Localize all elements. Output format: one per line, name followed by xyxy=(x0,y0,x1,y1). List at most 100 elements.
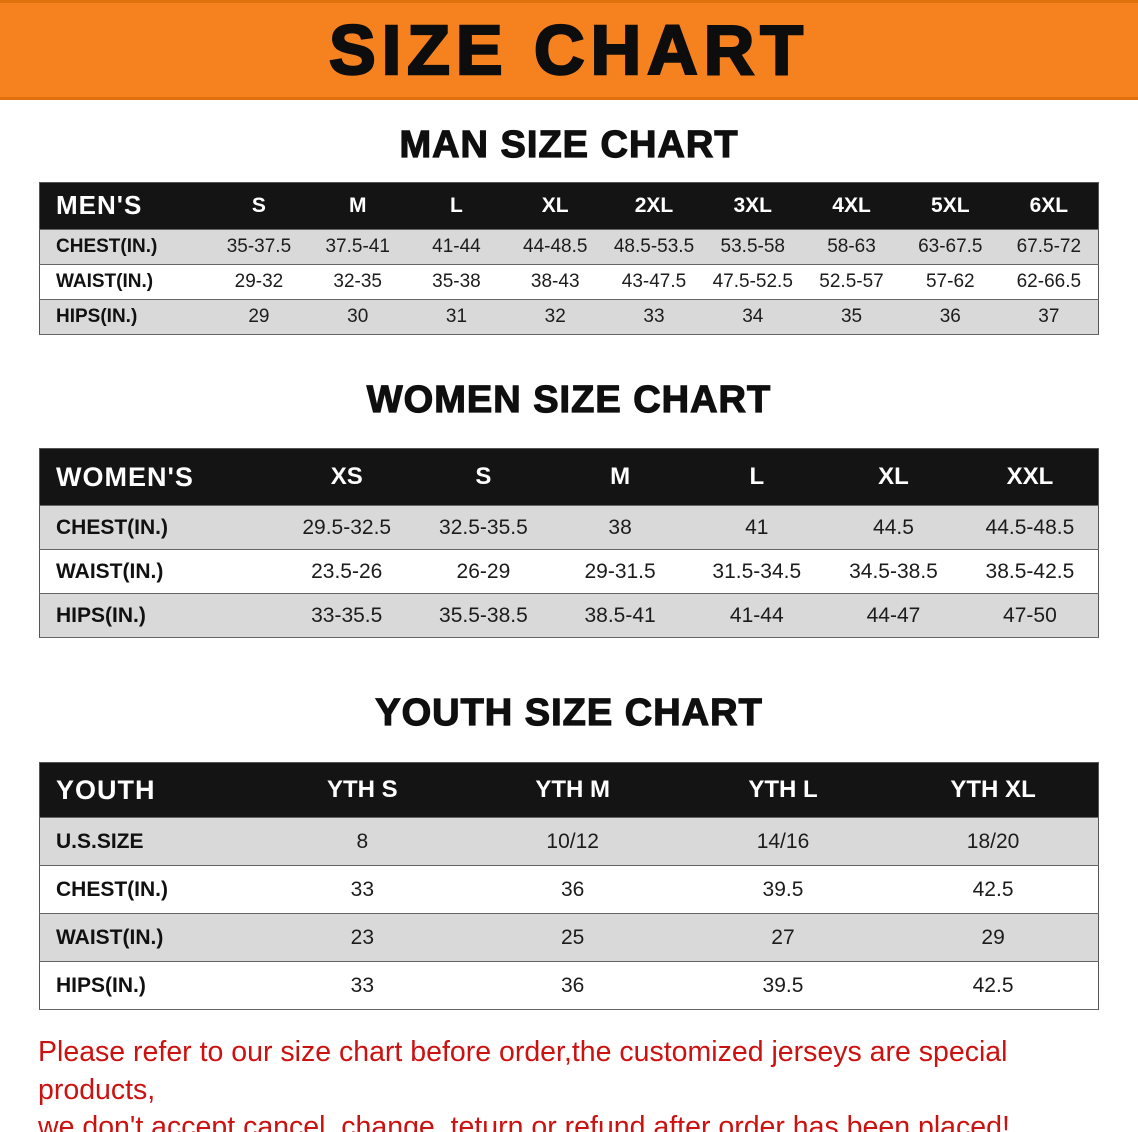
table-row: CHEST(IN.) 35-37.5 37.5-41 41-44 44-48.5 48.5… xyxy=(39,229,1099,265)
size-value-cell: 42.5 xyxy=(972,973,1014,997)
table-header-row: YOUTH YTH S YTH M YTH L YTH XL xyxy=(39,762,1099,818)
size-value-cell: 29-32 xyxy=(234,270,284,292)
size-value-cell: 23 xyxy=(350,925,375,949)
table-row: WAIST(IN.) 23.5-26 26-29 29-31.5 31.5-34.5 34… xyxy=(39,549,1099,594)
size-value-cell: 33 xyxy=(350,973,375,997)
size-value-cell: 47.5-52.5 xyxy=(712,270,793,292)
size-header-cell: YTH XL xyxy=(888,762,1099,818)
row-label: HIPS(IN.) xyxy=(56,603,146,627)
size-value-cell: 34 xyxy=(742,305,764,327)
size-value-cell: 37 xyxy=(1038,305,1060,327)
size-value-cell: 38 xyxy=(608,515,632,539)
women-section-heading: WOMEN SIZE CHART xyxy=(366,378,772,421)
size-value-cell: 44.5-48.5 xyxy=(985,515,1075,539)
row-label: CHEST(IN.) xyxy=(56,515,168,539)
size-header-cell: YTH L xyxy=(677,762,889,818)
size-header-cell: 3XL xyxy=(703,182,803,230)
size-header-cell: 6XL xyxy=(999,182,1099,230)
row-label: CHEST(IN.) xyxy=(56,235,158,257)
youth-size-table: YOUTH YTH S YTH M YTH L YTH XL U.S.SIZE 8 10/12… xyxy=(39,762,1099,1011)
youth-section-heading: YOUTH SIZE CHART xyxy=(375,692,763,735)
size-value-cell: 67.5-72 xyxy=(1016,235,1082,257)
size-value-cell: 18/20 xyxy=(966,829,1020,853)
banner: SIZE CHART xyxy=(0,0,1138,100)
size-value-cell: 35.5-38.5 xyxy=(439,603,528,627)
size-value-cell: 37.5-41 xyxy=(325,235,390,257)
size-value-cell: 44-48.5 xyxy=(523,235,588,257)
size-value-cell: 36 xyxy=(560,877,585,901)
size-value-cell: 63-67.5 xyxy=(918,235,983,257)
size-header-cell: L xyxy=(688,448,826,506)
size-value-cell: 10/12 xyxy=(546,829,599,853)
size-value-cell: 33 xyxy=(643,305,665,327)
size-header-cell: XL xyxy=(505,182,605,230)
size-value-cell: 41 xyxy=(745,515,769,539)
size-value-cell: 33-35.5 xyxy=(311,603,383,627)
size-value-cell: 29-31.5 xyxy=(584,559,656,583)
size-value-cell: 14/16 xyxy=(756,829,810,853)
size-header-cell: YTH S xyxy=(257,762,468,818)
size-value-cell: 42.5 xyxy=(972,877,1014,901)
table-row: HIPS(IN.) 33-35.5 35.5-38.5 38.5-41 41-44 44-… xyxy=(39,593,1099,638)
size-value-cell: 30 xyxy=(347,305,369,327)
size-value-cell: 44.5 xyxy=(873,515,914,539)
size-header-cell: XXL xyxy=(961,448,1099,506)
size-value-cell: 27 xyxy=(771,925,795,949)
size-value-cell: 32.5-35.5 xyxy=(439,515,528,539)
size-value-cell: 39.5 xyxy=(762,973,804,997)
size-value-cell: 36 xyxy=(560,973,585,997)
size-value-cell: 43-47.5 xyxy=(621,270,687,292)
size-value-cell: 31.5-34.5 xyxy=(712,559,802,583)
size-value-cell: 47-50 xyxy=(1003,603,1057,627)
size-value-cell: 29 xyxy=(248,305,270,327)
size-header-cell: M xyxy=(551,448,689,506)
size-value-cell: 35 xyxy=(840,305,863,327)
size-value-cell: 8 xyxy=(356,829,369,853)
size-header-cell: YTH M xyxy=(467,762,678,818)
men-size-table: MEN'S S M L XL 2XL 3XL 4XL 5XL 6XL CHEST(IN.) 35-37… xyxy=(39,181,1099,335)
page-title: SIZE CHART xyxy=(328,11,809,89)
size-header-cell: 4XL xyxy=(802,182,901,230)
table-title-cell: MEN'S xyxy=(39,182,210,230)
size-value-cell: 57-62 xyxy=(925,270,975,292)
table-row: CHEST(IN.) 33 36 39.5 42.5 xyxy=(39,865,1099,914)
row-label: WAIST(IN.) xyxy=(56,925,164,949)
size-value-cell: 25 xyxy=(560,925,585,949)
row-label: HIPS(IN.) xyxy=(56,305,138,327)
size-header-cell: XS xyxy=(278,448,416,506)
table-row: CHEST(IN.) 29.5-32.5 32.5-35.5 38 41 44.5 44.5… xyxy=(39,505,1099,550)
table-row: HIPS(IN.) 29 30 31 32 33 34 35 36 37 xyxy=(39,299,1099,335)
size-value-cell: 41-44 xyxy=(729,603,784,627)
size-header-cell: XL xyxy=(825,448,962,506)
size-value-cell: 53.5-58 xyxy=(720,235,785,257)
men-size-section: MAN SIZE CHART MEN'S S M L XL 2XL 3XL 4XL 5XL 6XL… xyxy=(0,100,1138,335)
size-value-cell: 35-37.5 xyxy=(226,235,292,257)
men-section-heading: MAN SIZE CHART xyxy=(399,123,739,166)
size-value-cell: 36 xyxy=(939,305,961,327)
size-value-cell: 26-29 xyxy=(456,559,511,583)
size-value-cell: 23.5-26 xyxy=(311,559,383,583)
row-label: WAIST(IN.) xyxy=(56,559,164,583)
size-value-cell: 62-66.5 xyxy=(1016,270,1082,292)
row-label: HIPS(IN.) xyxy=(56,973,146,997)
row-label: WAIST(IN.) xyxy=(56,270,154,292)
size-header-cell: 5XL xyxy=(900,182,1000,230)
size-value-cell: 48.5-53.5 xyxy=(613,235,695,257)
size-value-cell: 32-35 xyxy=(333,270,382,292)
size-value-cell: 29.5-32.5 xyxy=(302,515,392,539)
size-header-cell: M xyxy=(308,182,408,230)
size-value-cell: 34.5-38.5 xyxy=(849,559,938,583)
table-row: U.S.SIZE 8 10/12 14/16 18/20 xyxy=(39,817,1099,866)
size-header-cell: S xyxy=(415,448,552,506)
table-row: WAIST(IN.) 23 25 27 29 xyxy=(39,913,1099,962)
size-value-cell: 39.5 xyxy=(762,877,804,901)
size-header-cell: L xyxy=(407,182,506,230)
table-row: HIPS(IN.) 33 36 39.5 42.5 xyxy=(39,961,1099,1010)
table-row: WAIST(IN.) 29-32 32-35 35-38 38-43 43-47.5 47.… xyxy=(39,264,1099,300)
size-header-cell: S xyxy=(209,182,309,230)
size-value-cell: 35-38 xyxy=(432,270,481,292)
disclaimer-line-2: we don't accept cancel, change, teturn o… xyxy=(38,1111,1010,1132)
size-value-cell: 38.5-41 xyxy=(584,603,656,627)
disclaimer-line-1: Please refer to our size chart before or… xyxy=(38,1036,1008,1106)
